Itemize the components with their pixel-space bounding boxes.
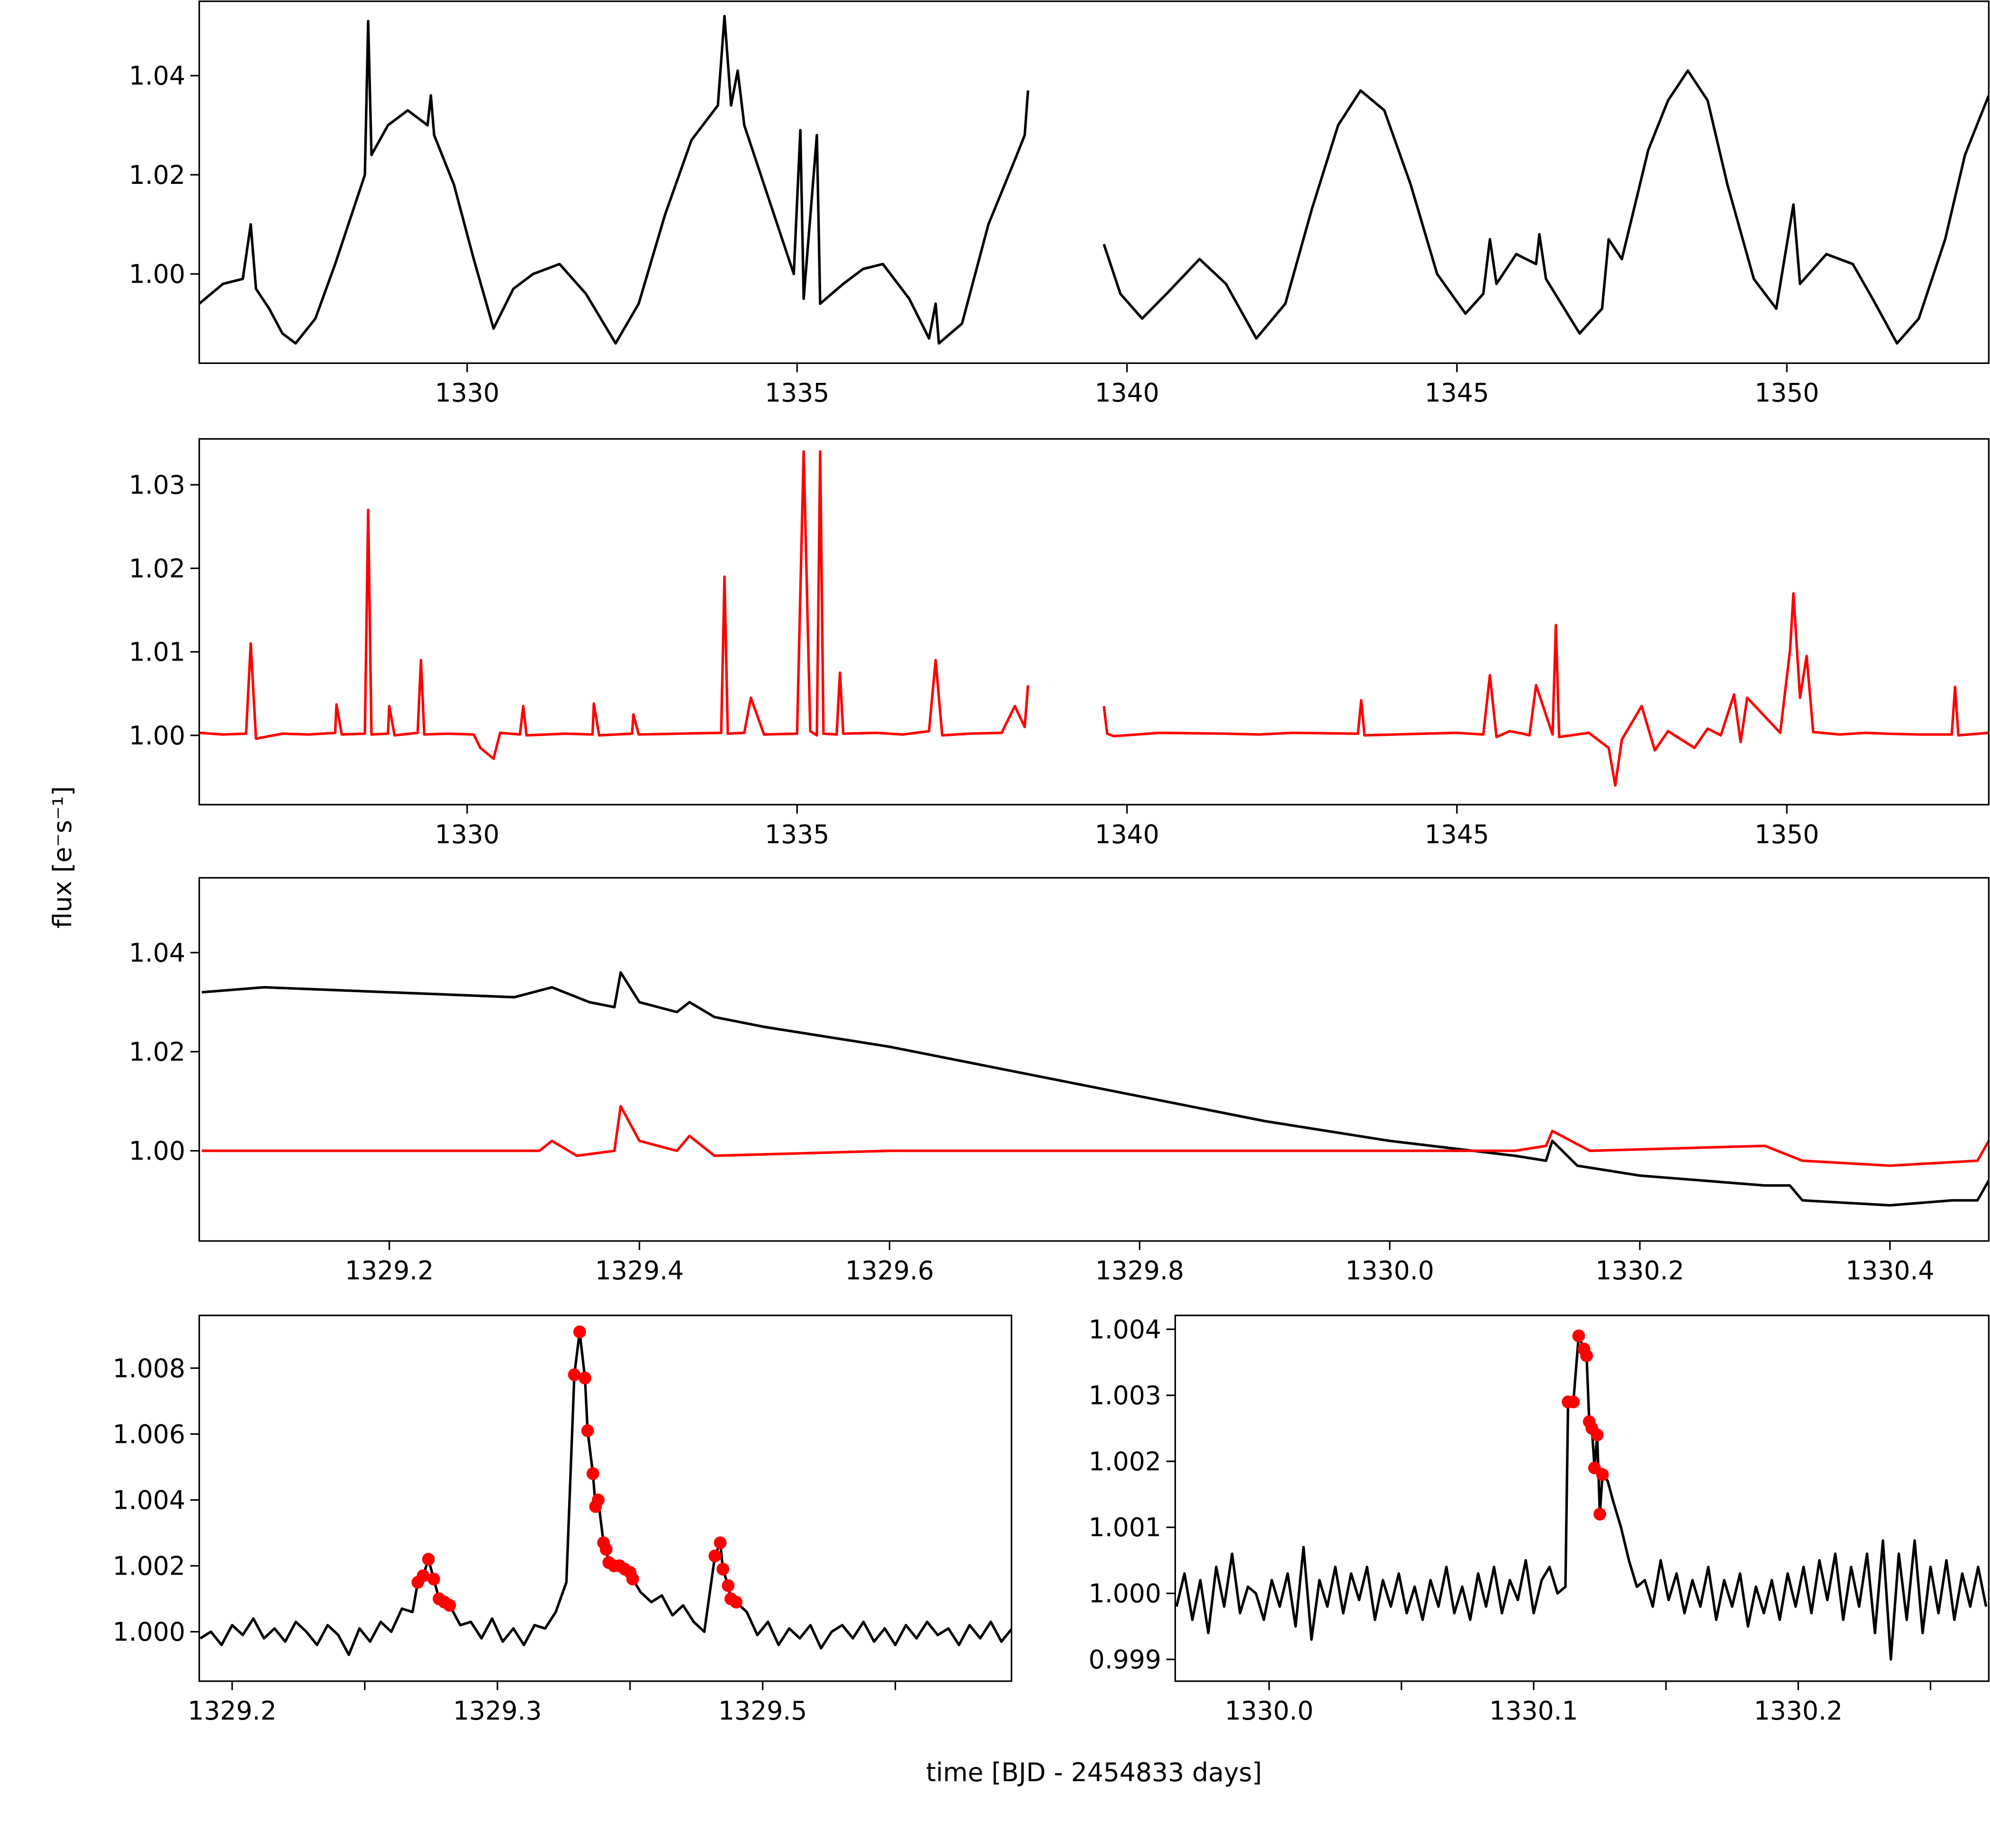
- x-tick-label: 1330.2: [1595, 1256, 1684, 1286]
- x-tick-label: 1340: [1094, 378, 1159, 408]
- y-tick-label: 1.002: [1089, 1447, 1161, 1477]
- x-tick-label: 1345: [1425, 819, 1489, 849]
- y-tick-label: 1.000: [113, 1617, 185, 1647]
- x-tick-label: 1329.6: [845, 1256, 934, 1286]
- plot-area: [199, 450, 1989, 787]
- y-axis-label: flux [e⁻s⁻¹]: [47, 786, 77, 928]
- axes-frame: [198, 0, 1990, 364]
- x-tick-label: 1330.0: [1345, 1256, 1434, 1286]
- x-tick-label: 1329.8: [1095, 1256, 1184, 1286]
- axes-frame: [198, 1314, 1013, 1682]
- x-tick-label: 1329.3: [453, 1696, 542, 1726]
- data-point: [568, 1368, 581, 1381]
- x-tick-label: 1335: [765, 819, 829, 849]
- y-tick-label: 1.01: [129, 637, 185, 667]
- data-point: [716, 1562, 730, 1576]
- x-tick-label: 1329.4: [595, 1256, 684, 1286]
- panel: 1330.0 1330.1 1330.2 0.999 1.000 1.001 1.002 1.…: [1089, 1314, 1990, 1726]
- data-point: [1596, 1468, 1609, 1481]
- data-line: [199, 1331, 1012, 1656]
- data-point: [579, 1371, 591, 1385]
- data-point: [708, 1549, 722, 1563]
- data-point: [422, 1553, 435, 1566]
- x-tick-label: 1330: [435, 819, 499, 849]
- y-tick-label: 1.04: [129, 61, 185, 91]
- y-tick-label: 1.03: [129, 470, 185, 500]
- data-point: [714, 1536, 727, 1549]
- data-point: [722, 1579, 735, 1592]
- y-tick-label: 0.999: [1089, 1645, 1161, 1675]
- axes-frame: [1174, 1314, 1990, 1682]
- x-tick-label: 1335: [765, 378, 829, 408]
- data-line: [201, 971, 1989, 1207]
- data-point: [443, 1599, 456, 1612]
- y-tick-label: 1.04: [129, 938, 185, 968]
- data-point: [599, 1543, 613, 1556]
- data-line: [199, 15, 1989, 345]
- y-tick-label: 1.002: [113, 1551, 185, 1581]
- data-point: [1572, 1329, 1585, 1342]
- axes-frame: [198, 877, 1990, 1242]
- y-tick-label: 1.008: [113, 1353, 185, 1383]
- data-point: [586, 1467, 599, 1480]
- x-axis-label: time [BJD - 2454833 days]: [926, 1757, 1262, 1787]
- x-tick-label: 1340: [1094, 819, 1159, 849]
- y-tick-label: 1.004: [113, 1485, 185, 1515]
- x-tick-label: 1350: [1755, 378, 1819, 408]
- data-point: [416, 1569, 430, 1582]
- data-point: [581, 1424, 594, 1437]
- y-tick-label: 1.006: [113, 1419, 185, 1449]
- data-point: [592, 1493, 605, 1506]
- y-tick-label: 1.02: [129, 553, 185, 583]
- plot-area: [199, 1325, 1012, 1656]
- x-tick-label: 1330.0: [1225, 1696, 1313, 1726]
- y-tick-label: 1.003: [1089, 1380, 1161, 1410]
- data-point: [573, 1325, 586, 1339]
- panel: 1330 1335 1340 1345 1350 1.00 1.01 1.02 1.03: [129, 438, 1990, 849]
- plot-area: [199, 15, 1989, 345]
- x-tick-label: 1330.2: [1754, 1696, 1843, 1726]
- data-point: [1593, 1507, 1606, 1521]
- y-tick-label: 1.000: [1089, 1578, 1161, 1608]
- x-tick-label: 1329.2: [188, 1696, 276, 1726]
- data-point: [1580, 1349, 1593, 1362]
- x-tick-label: 1330.4: [1845, 1256, 1934, 1286]
- y-tick-label: 1.00: [129, 259, 185, 289]
- data-point: [626, 1572, 639, 1585]
- x-tick-label: 1329.2: [345, 1256, 434, 1286]
- panel: 1329.2 1329.3 1329.5 1.000 1.002 1.004 1.006 1.…: [113, 1314, 1013, 1726]
- data-line: [1175, 1334, 1988, 1661]
- y-tick-label: 1.00: [129, 721, 185, 751]
- plot-area: [201, 971, 1989, 1207]
- x-tick-label: 1345: [1425, 378, 1489, 408]
- data-point: [1591, 1428, 1604, 1441]
- y-tick-label: 1.02: [129, 1037, 185, 1067]
- data-point: [730, 1595, 743, 1609]
- data-point: [427, 1572, 440, 1585]
- x-tick-label: 1330: [435, 378, 499, 408]
- data-point: [1567, 1395, 1580, 1409]
- x-tick-label: 1350: [1755, 819, 1819, 849]
- x-tick-label: 1329.5: [718, 1696, 807, 1726]
- y-tick-label: 1.02: [129, 160, 185, 190]
- plot-area: [1175, 1329, 1988, 1661]
- y-tick-label: 1.001: [1089, 1513, 1161, 1542]
- panel: 1329.2 1329.4 1329.6 1329.8 1330.0 1330.2 1330…: [129, 877, 1990, 1286]
- data-line: [201, 1105, 1989, 1167]
- data-line: [199, 450, 1989, 787]
- x-tick-label: 1330.1: [1489, 1696, 1578, 1726]
- y-tick-label: 1.004: [1089, 1314, 1161, 1344]
- y-tick-label: 1.00: [129, 1136, 185, 1166]
- axes-frame: [198, 438, 1990, 806]
- panel: 1330 1335 1340 1345 1350 1.00 1.02 1.04: [129, 0, 1990, 408]
